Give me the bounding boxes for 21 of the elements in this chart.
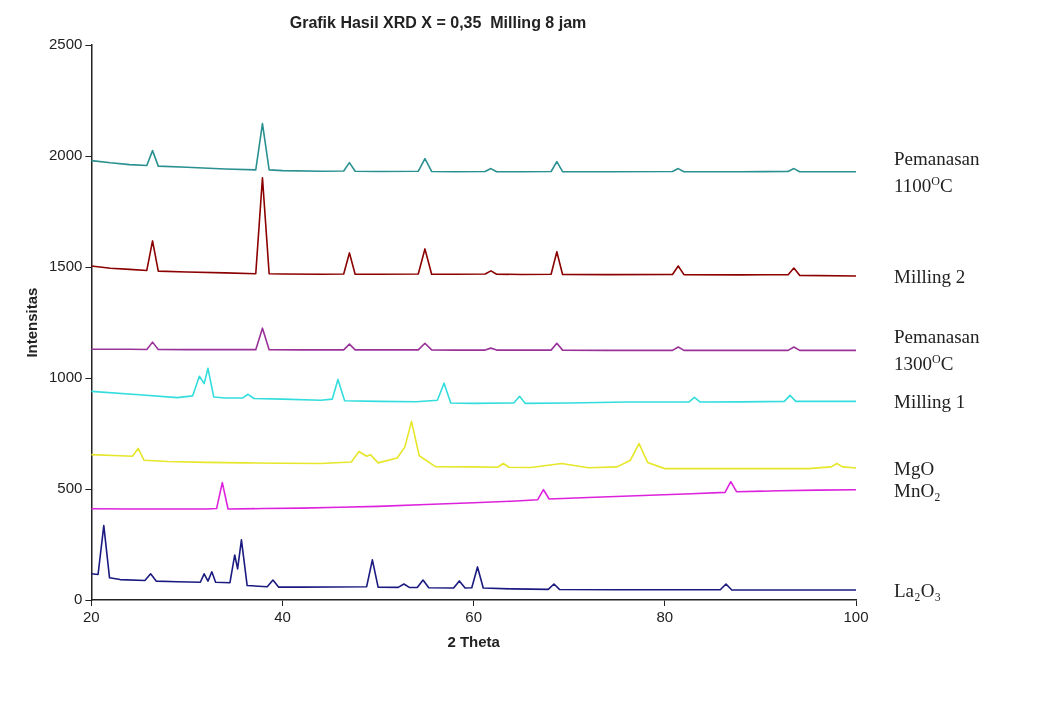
y-tick-label: 2500 bbox=[48, 35, 83, 53]
x-tick-label: 40 bbox=[274, 608, 291, 626]
series-label: Milling 1 bbox=[894, 389, 967, 413]
x-axis-title: 2 Theta bbox=[447, 633, 501, 651]
y-tick-label: 2000 bbox=[48, 146, 83, 164]
text: Pemanasan 1300$^{O}$C bbox=[894, 325, 981, 376]
y-tick-label: 500 bbox=[57, 479, 83, 497]
y-tick-label: 1500 bbox=[48, 257, 83, 275]
series-label: Pemanasan 1100$^{O}$C bbox=[894, 146, 981, 197]
chart-title: Grafik Hasil XRD X = 0,35 Milling 8 jam bbox=[289, 14, 587, 32]
y-tick-label: 0 bbox=[74, 590, 83, 608]
text: Milling 2 bbox=[894, 264, 967, 288]
text: MnO₂ bbox=[894, 479, 942, 502]
y-axis-title: Intensitas bbox=[23, 287, 41, 358]
x-tick-label: 80 bbox=[656, 608, 674, 626]
text: La₂O₃ bbox=[894, 578, 942, 602]
x-tick-label: 20 bbox=[83, 608, 100, 626]
text: MgO bbox=[894, 456, 936, 480]
x-tick-label: 100 bbox=[843, 608, 869, 626]
y-tick-label: 1000 bbox=[48, 368, 83, 386]
x-tick-label: 60 bbox=[465, 608, 483, 626]
